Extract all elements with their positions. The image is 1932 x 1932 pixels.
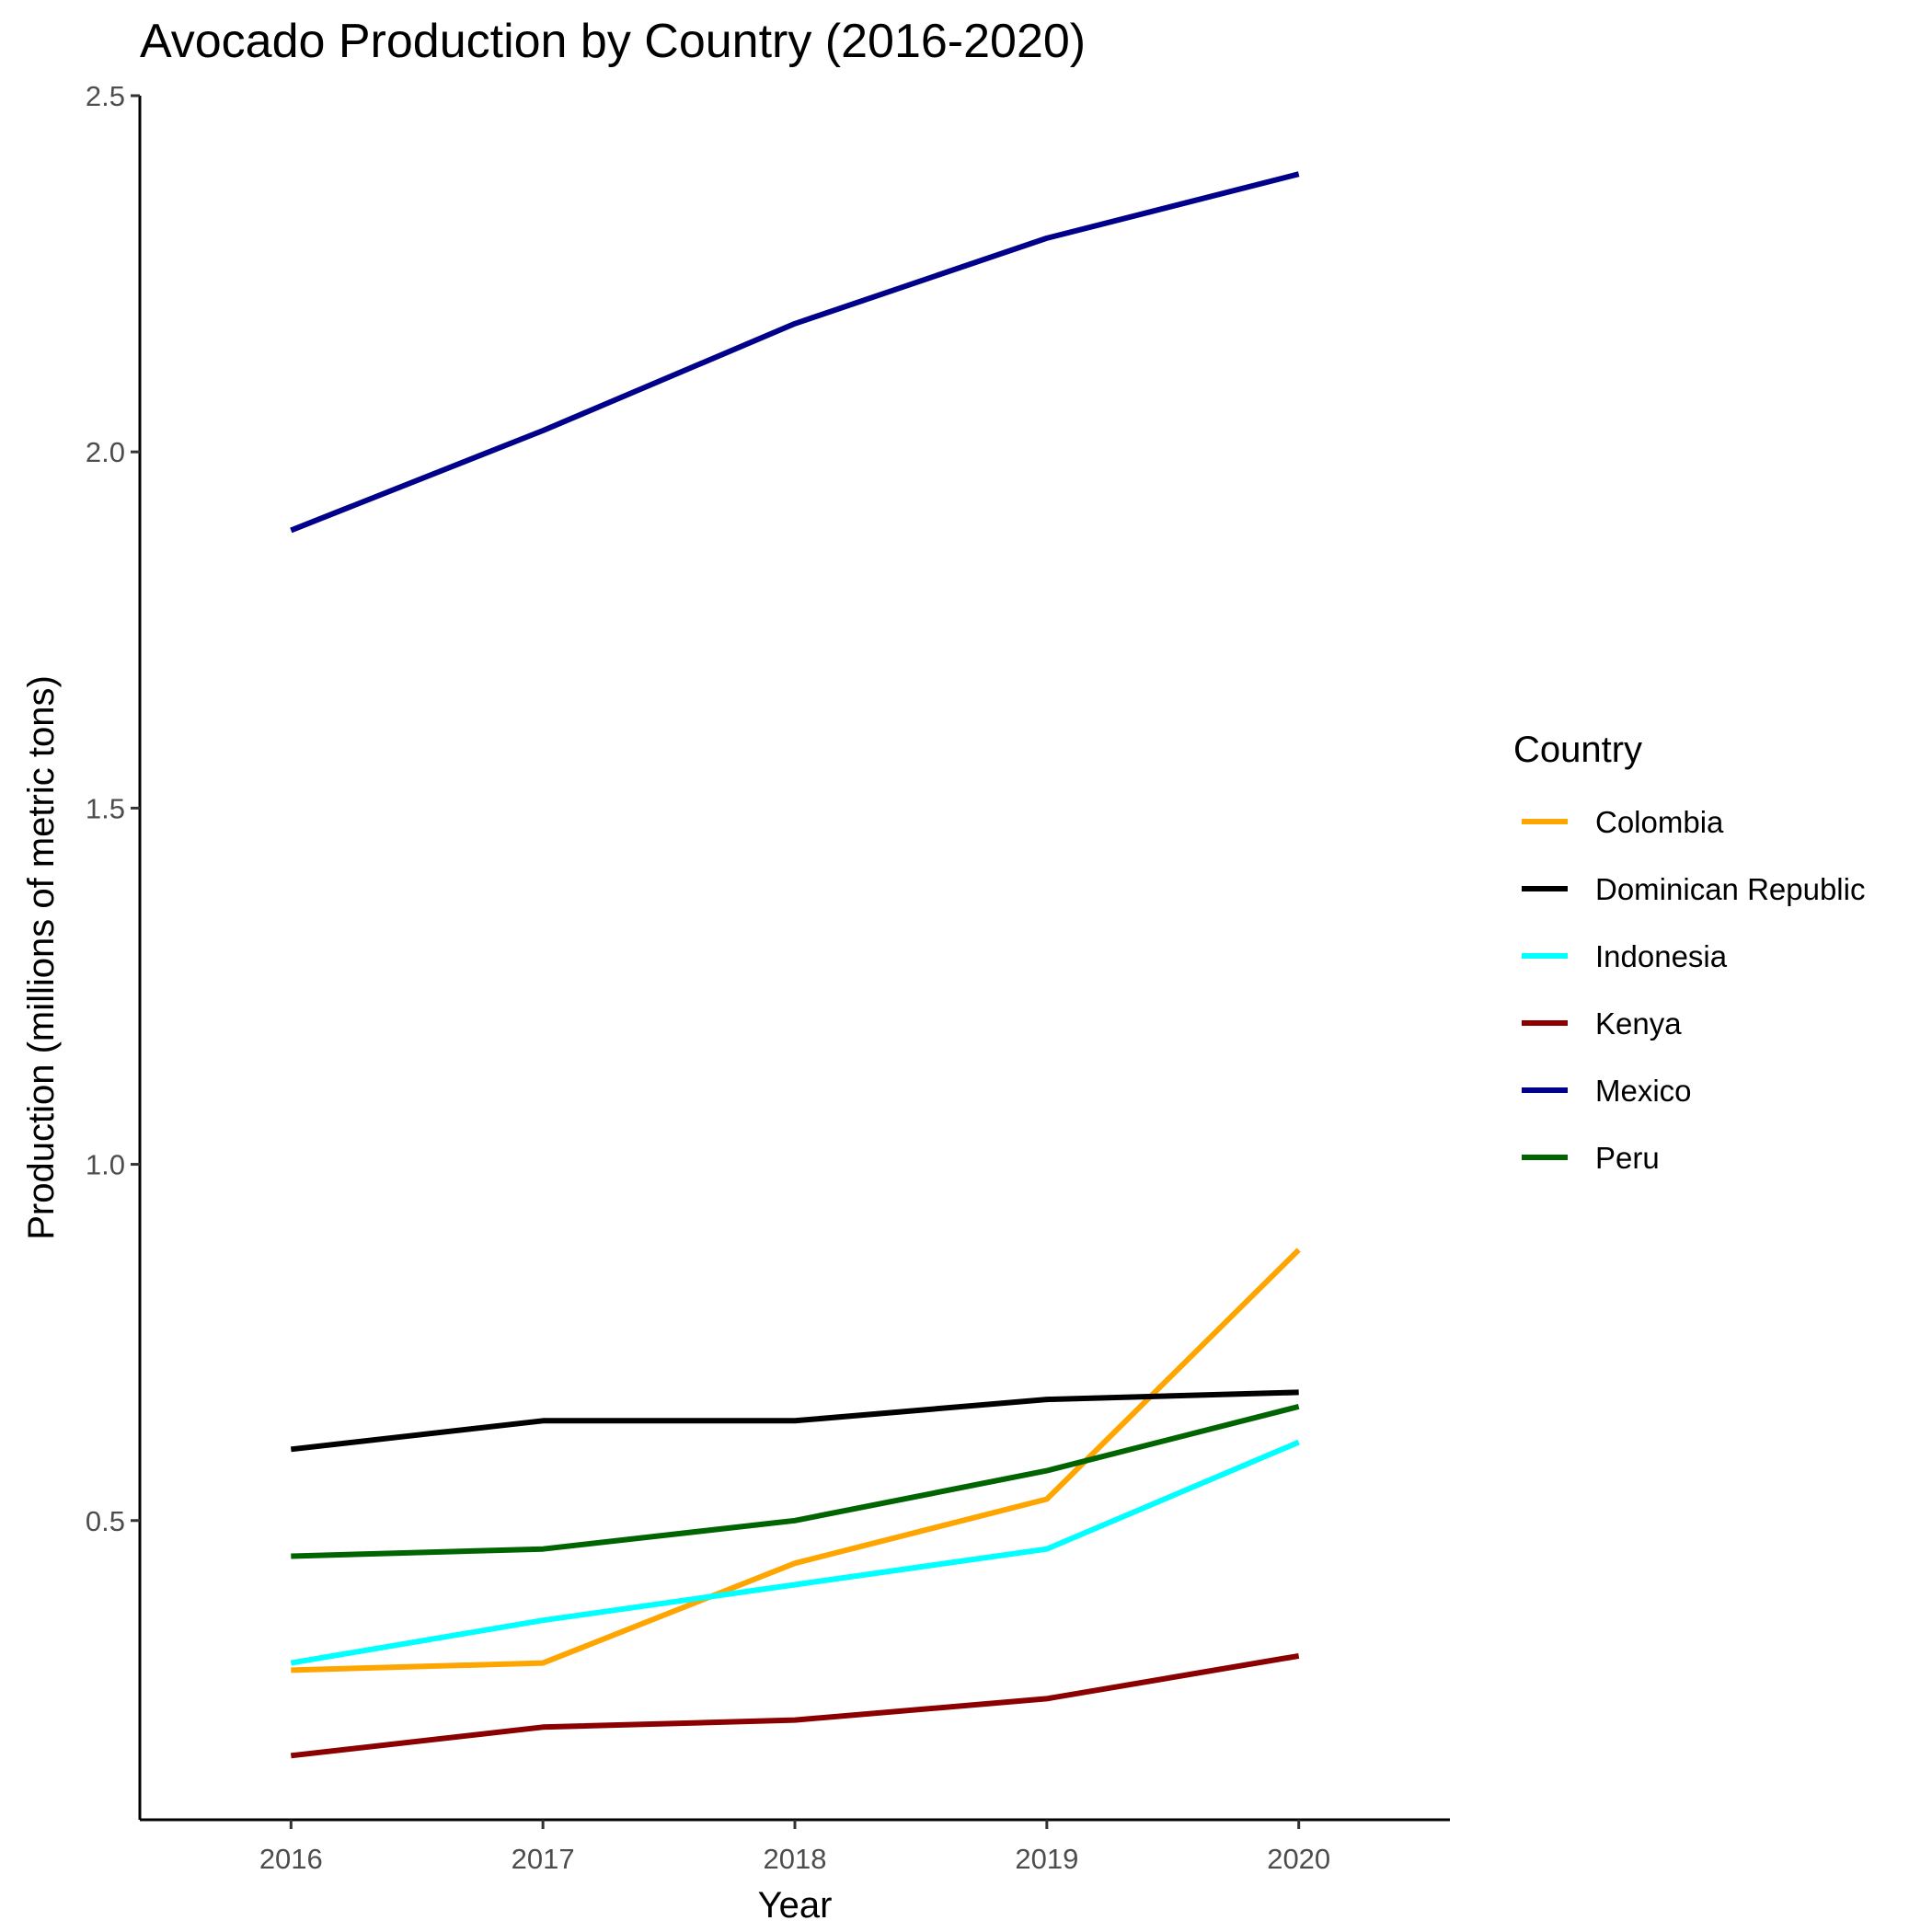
legend-label-kenya: Kenya [1595, 1006, 1682, 1041]
legend-label-mexico: Mexico [1595, 1074, 1692, 1108]
y-tick-label: 1.0 [86, 1149, 125, 1181]
series-line-kenya [290, 1652, 1300, 1759]
chart-title: Avocado Production by Country (2016-2020… [140, 15, 1086, 68]
legend-label-colombia: Colombia [1595, 805, 1724, 839]
y-axis-title: Production (millions of metric tons) [21, 675, 62, 1240]
legend-label-indonesia: Indonesia [1595, 939, 1728, 973]
series-line-peru [291, 1403, 1300, 1559]
y-tick-label: 2.0 [86, 436, 125, 468]
series-line-dominican-republic [290, 1389, 1299, 1453]
y-tick-label: 2.5 [86, 80, 125, 112]
x-tick-label: 2016 [259, 1843, 323, 1875]
legend-label-dominican-republic: Dominican Republic [1595, 872, 1865, 906]
series-line-colombia [291, 1248, 1301, 1673]
x-axis-ticks: 2016 2017 2018 2019 2020 [259, 1820, 1330, 1875]
series-line-mexico [290, 171, 1300, 534]
x-axis-title: Year [758, 1885, 833, 1926]
x-tick-label: 2020 [1267, 1843, 1330, 1875]
legend-label-peru: Peru [1595, 1141, 1660, 1175]
y-tick-label: 1.5 [86, 792, 125, 824]
series-lines [290, 171, 1301, 1759]
y-axis-ticks: 0.5 1.0 1.5 2.0 2.5 [86, 80, 140, 1537]
legend-items: Colombia Dominican Republic Indonesia Kenya… [1522, 805, 1865, 1175]
x-tick-label: 2017 [512, 1843, 575, 1875]
legend: Country Colombia Dominican Republic Indone… [1513, 730, 1865, 1175]
series-line-indonesia [290, 1439, 1300, 1666]
y-tick-label: 0.5 [86, 1505, 125, 1537]
legend-title: Country [1513, 730, 1642, 770]
x-tick-label: 2019 [1015, 1843, 1078, 1875]
x-tick-label: 2018 [764, 1843, 827, 1875]
